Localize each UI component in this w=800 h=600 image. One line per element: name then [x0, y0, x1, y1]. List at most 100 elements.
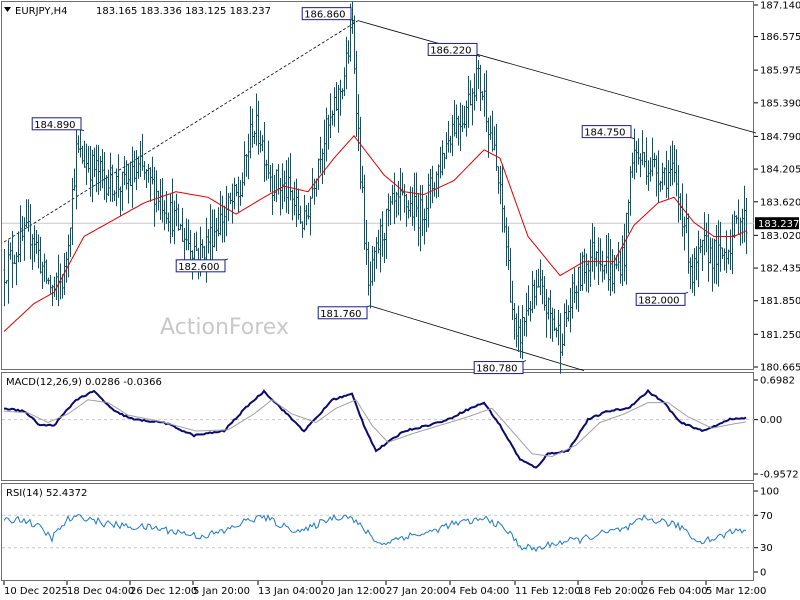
- price-bar: [455, 104, 458, 139]
- price-bar: [27, 199, 30, 232]
- price-bar: [421, 185, 424, 237]
- price-bar: [695, 246, 698, 281]
- price-bar: [487, 117, 490, 158]
- price-bar: [383, 232, 386, 264]
- price-bar: [23, 217, 26, 261]
- price-bar: [321, 148, 324, 184]
- price-bar: [723, 248, 726, 271]
- price-bar: [273, 175, 276, 202]
- dashed-trendline: [3, 20, 359, 243]
- price-bar: [113, 190, 116, 202]
- price-bar: [391, 184, 394, 205]
- symbol-label: EURJPY,H4: [15, 6, 68, 17]
- price-annotation: 186.220: [427, 42, 481, 57]
- price-bar: [633, 128, 636, 180]
- price-bar: [529, 301, 532, 322]
- price-tick-label: 180.665: [760, 363, 800, 374]
- price-bar: [701, 239, 704, 271]
- price-bar: [481, 91, 484, 101]
- price-bar: [415, 172, 418, 218]
- price-bar: [133, 150, 136, 183]
- price-bar: [293, 181, 296, 216]
- price-annotation: 182.000: [635, 291, 689, 306]
- price-bar: [669, 145, 672, 187]
- price-annotation: 184.750: [581, 125, 635, 139]
- price-bar: [491, 110, 494, 152]
- price-bar: [159, 179, 162, 220]
- price-bar: [211, 209, 214, 265]
- price-bar: [49, 274, 52, 294]
- price-bar: [699, 238, 702, 254]
- price-bar: [545, 289, 548, 338]
- price-bar: [605, 234, 608, 274]
- price-bar: [567, 305, 570, 322]
- price-bar: [37, 234, 40, 269]
- price-bar: [727, 249, 730, 265]
- price-bar: [653, 152, 656, 168]
- price-tick-label: 185.975: [760, 66, 800, 77]
- price-bar: [419, 185, 422, 252]
- price-bar: [337, 84, 340, 133]
- price-bar: [229, 192, 232, 205]
- price-bar: [735, 215, 738, 224]
- price-bar: [651, 137, 654, 177]
- dropdown-triangle-icon[interactable]: [4, 7, 11, 12]
- price-bar: [579, 252, 582, 292]
- price-bar: [725, 230, 728, 274]
- price-bar: [67, 234, 70, 278]
- moving-average: [3, 135, 747, 332]
- price-annotation-label: 182.600: [178, 262, 219, 273]
- price-bar: [307, 202, 310, 220]
- price-bar: [555, 327, 558, 338]
- price-bar: [713, 238, 716, 284]
- price-bar: [677, 165, 680, 223]
- current-price-badge: [755, 217, 799, 230]
- trendline: [369, 305, 585, 372]
- price-bar: [311, 168, 314, 199]
- price-bar: [223, 205, 226, 243]
- price-bar: [617, 241, 620, 272]
- price-bar: [61, 274, 64, 299]
- price-bar: [179, 223, 182, 230]
- time-tick-label: 18 Dec 04:00: [67, 586, 134, 597]
- price-bar: [387, 193, 390, 227]
- time-tick-label: 4 Feb 04:00: [450, 586, 509, 597]
- price-bar: [385, 208, 388, 259]
- price-bar: [619, 251, 622, 284]
- price-bar: [165, 191, 168, 224]
- price-bar: [513, 303, 516, 340]
- price-bar: [715, 224, 718, 285]
- price-bar: [479, 64, 482, 111]
- price-bar: [151, 156, 154, 185]
- price-bar: [19, 205, 22, 263]
- price-bar: [731, 214, 734, 275]
- price-bar: [523, 316, 526, 337]
- price-bar: [601, 250, 604, 283]
- macd-tick-label: -0.9572: [760, 470, 799, 481]
- price-bar: [501, 164, 504, 233]
- price-bar: [517, 305, 520, 353]
- rsi-tick-label: 30: [760, 543, 773, 554]
- macd-panel-frame: [1, 372, 754, 481]
- price-bar: [45, 259, 48, 284]
- price-tick-label: 187.140: [760, 1, 800, 12]
- price-bar: [111, 164, 114, 203]
- rsi-tick-label: 0: [760, 568, 766, 579]
- price-bar: [13, 254, 16, 265]
- price-bar: [169, 193, 172, 244]
- price-bar: [399, 168, 402, 221]
- price-bar: [565, 299, 568, 328]
- price-tick-label: 182.435: [760, 264, 800, 275]
- price-bar: [597, 237, 600, 285]
- price-bar: [693, 247, 696, 297]
- price-bar: [673, 145, 676, 183]
- price-bar: [425, 195, 428, 233]
- price-bar: [611, 249, 614, 292]
- price-bar: [243, 141, 246, 186]
- macd-tick-label: 0.6982: [760, 376, 795, 387]
- price-bar: [91, 149, 94, 203]
- price-tick-label: 184.205: [760, 165, 800, 176]
- price-bar: [431, 165, 434, 204]
- price-bar: [667, 160, 670, 199]
- price-bar: [257, 100, 260, 155]
